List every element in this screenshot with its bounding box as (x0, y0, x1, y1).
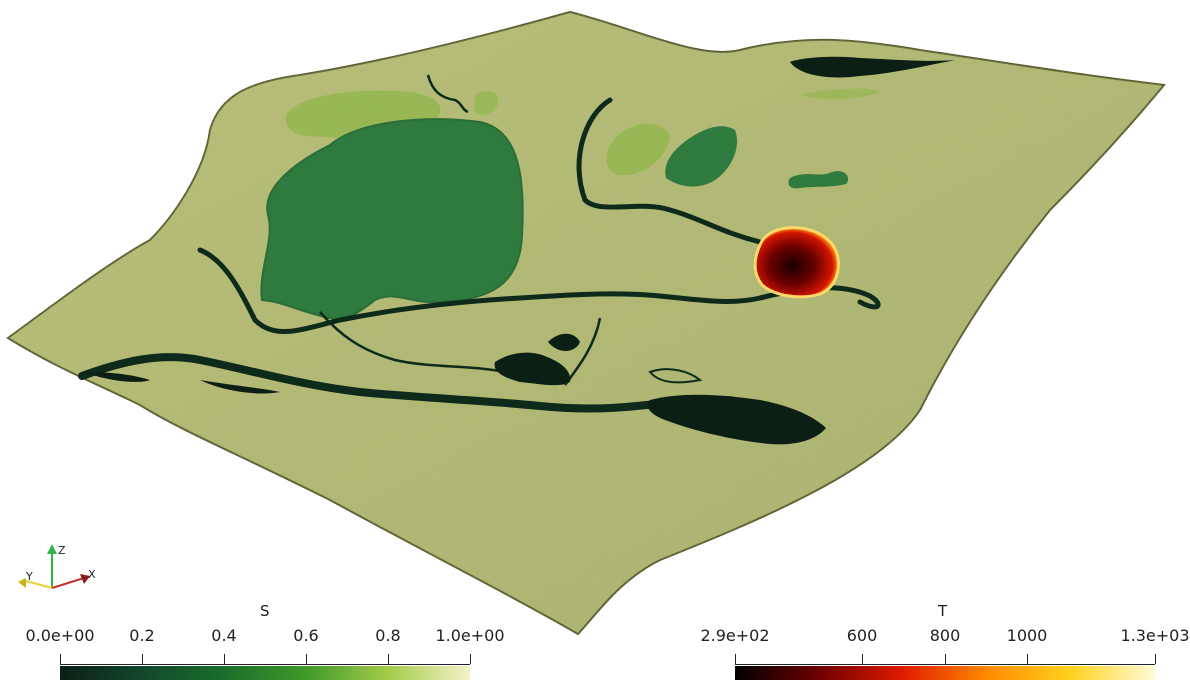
colorbar_s-tick-mark (142, 654, 143, 664)
water-body (84, 372, 150, 382)
x-axis-label: X (88, 568, 96, 581)
colorbar_t-tick-mark (862, 654, 863, 664)
water-body (548, 333, 580, 352)
vegetation-patch (606, 123, 670, 176)
orientation-axes: Z X Y (18, 544, 96, 589)
colorbar_t-tick-axis (735, 664, 1155, 665)
colorbar-s-title: S (260, 602, 270, 620)
colorbar_t-tick-label: 2.9e+02 (700, 626, 770, 645)
z-arrow-icon (47, 544, 57, 554)
colorbar-s-gradient (60, 666, 470, 680)
colorbar_t-tick-label: 1000 (1006, 626, 1048, 645)
water-body (200, 380, 280, 394)
vegetation-patch (474, 91, 499, 115)
colorbar_t-tick-label: 1.3e+03 (1120, 626, 1190, 645)
river-tributary (648, 368, 703, 384)
x-axis-line (51, 577, 85, 589)
colorbar-t: T 2.9e+02 600 800 1000 1.3e+03 (680, 596, 1190, 684)
river-tributary (319, 311, 506, 374)
colorbar-t-gradient (735, 666, 1155, 680)
colorbar_s-tick-label: 0.2 (129, 626, 155, 645)
colorbar_s-tick-label: 0.0e+00 (25, 626, 95, 645)
fire-front (753, 226, 840, 299)
x-arrow-icon (80, 574, 90, 584)
colorbar_s-tick-mark (388, 654, 389, 664)
colorbar_t-tick-mark (735, 654, 736, 664)
colorbar_s-tick-mark (224, 654, 225, 664)
colorbar_s-tick-label: 0.6 (293, 626, 319, 645)
river-tributary (426, 74, 469, 114)
y-axis-line (21, 579, 53, 589)
water-body (790, 56, 955, 78)
forest-area (260, 118, 524, 320)
colorbar_s-tick-label: 1.0e+00 (435, 626, 505, 645)
river-north (576, 97, 763, 245)
forest-patch (665, 126, 738, 187)
water-body (647, 394, 826, 445)
y-axis-label: Y (25, 570, 33, 583)
colorbar_t-tick-mark (1155, 654, 1156, 664)
colorbar_t-tick-label: 600 (846, 626, 878, 645)
forest-patch (788, 171, 849, 189)
water-body (494, 352, 571, 386)
vegetation-patch (800, 88, 880, 100)
colorbar_s-tick-mark (60, 654, 61, 664)
colorbar_t-tick-label: 800 (929, 626, 961, 645)
river-mid (197, 247, 881, 335)
terrain-shading (8, 12, 1164, 634)
colorbar_s-tick-label: 0.4 (211, 626, 237, 645)
colorbar_s-tick-mark (470, 654, 471, 664)
colorbar_t-tick-mark (945, 654, 946, 664)
colorbar-s: S 0.0e+00 0.2 0.4 0.6 0.8 1.0e+00 (0, 596, 520, 684)
colorbar_s-tick-label: 0.8 (375, 626, 401, 645)
colorbar_s-tick-mark (306, 654, 307, 664)
colorbar_s-tick-axis (60, 664, 470, 665)
y-arrow-icon (18, 578, 26, 588)
z-axis-label: Z (58, 544, 66, 557)
colorbar_t-tick-mark (1027, 654, 1028, 664)
colorbar-t-title: T (938, 602, 948, 620)
